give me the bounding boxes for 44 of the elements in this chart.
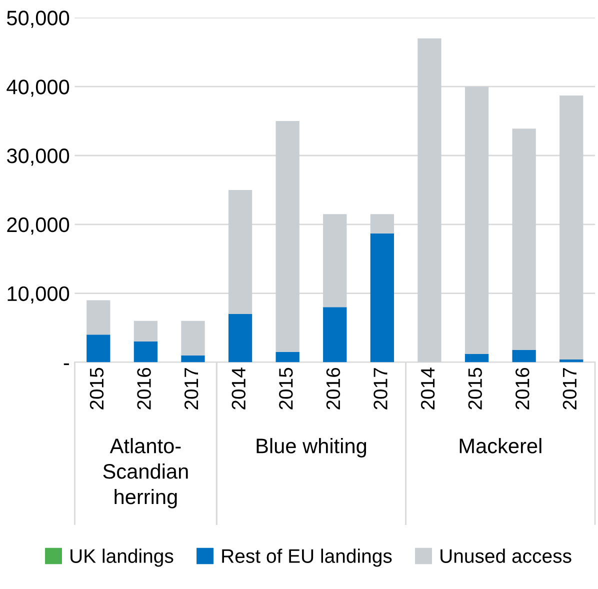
- bar: [512, 128, 536, 350]
- bar: [228, 314, 252, 362]
- x-tick-label: 2017: [562, 368, 577, 410]
- y-tick-label: 10,000: [8, 286, 70, 304]
- legend-label: Unused access: [440, 548, 572, 563]
- bar: [181, 320, 205, 356]
- bar: [560, 96, 584, 360]
- bar: [134, 320, 158, 342]
- y-tick-label: 20,000: [7, 217, 70, 235]
- y-tick-label: 50,000: [7, 10, 70, 28]
- x-tick-label: 2016: [137, 368, 151, 410]
- legend-label: UK landings: [70, 548, 174, 567]
- y-tick-label: 40,000: [6, 80, 70, 97]
- bar: [464, 354, 489, 362]
- bar: [464, 86, 489, 354]
- bar: [560, 359, 584, 362]
- x-tick-label: 2015: [279, 368, 293, 410]
- bar: [323, 214, 347, 308]
- text: Mackerel: [460, 438, 542, 454]
- x-tick-label: 2016: [516, 368, 530, 410]
- bar: [370, 233, 394, 362]
- x-tick-label: 2014: [420, 368, 435, 410]
- bar: [418, 38, 442, 362]
- x-tick-label: 2014: [232, 368, 246, 410]
- bar: [276, 352, 300, 362]
- bar: [134, 342, 158, 362]
- y-tick-label: -: [64, 363, 69, 366]
- x-tick-label: 2017: [374, 368, 388, 410]
- x-tick-label: 2017: [184, 368, 198, 410]
- bar: [370, 214, 394, 234]
- text: Blue whiting: [256, 438, 366, 458]
- x-tick-label: 2016: [326, 368, 340, 410]
- bar: [228, 190, 252, 314]
- text: Atlanto- Scandian herring: [103, 438, 188, 508]
- bar: [181, 355, 205, 362]
- bar: [323, 307, 347, 362]
- x-tick-label: 2015: [90, 368, 104, 410]
- bar: [86, 300, 110, 335]
- x-tick-label: 2015: [468, 368, 482, 410]
- bar: [512, 350, 536, 362]
- legend-label: Rest of EU landings: [222, 548, 392, 567]
- y-tick-label: 30,000: [6, 148, 70, 166]
- bar: [86, 334, 110, 362]
- bar: [276, 121, 300, 352]
